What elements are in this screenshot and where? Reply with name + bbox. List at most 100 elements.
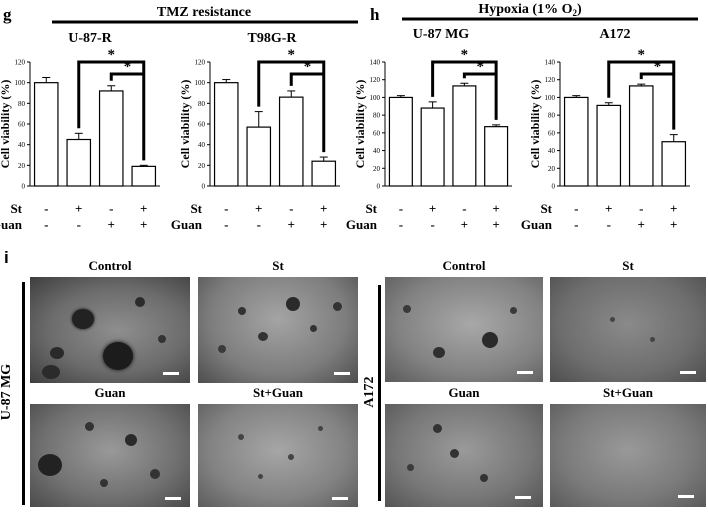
y-axis-label: Cell viability (%)	[178, 80, 192, 169]
y-tick-label: 60	[373, 129, 381, 137]
treatment-label-guan: Guan	[521, 217, 553, 232]
micrograph-title-u87-guan: Guan	[94, 385, 126, 400]
cell-colony	[238, 307, 246, 315]
significance-bracket-outer	[431, 60, 498, 120]
cell-colony	[333, 302, 342, 311]
micrograph-title-a172-guan: Guan	[448, 385, 480, 400]
y-tick-label: 140	[545, 59, 556, 67]
micrograph-title-u87-stguan: St+Guan	[252, 385, 304, 400]
y-tick-label: 60	[548, 129, 556, 137]
y-tick-label: 20	[18, 162, 26, 170]
treatment-label-guan: Guan	[346, 217, 378, 232]
y-tick-label: 40	[373, 147, 381, 155]
micrograph-title-u87-control: Control	[88, 258, 132, 273]
panel-letter-g: g	[3, 5, 12, 24]
y-tick-label: 80	[548, 112, 556, 120]
scale-bar	[678, 495, 694, 498]
treatment-label-st: St	[10, 201, 22, 216]
cellline-bracket-a172	[378, 285, 381, 501]
treatment-sign-guan: -	[44, 217, 48, 232]
y-axis-label: Cell viability (%)	[528, 80, 542, 169]
cell-colony	[150, 469, 160, 479]
cell-colony	[286, 297, 300, 311]
micrograph-a172-control	[385, 277, 543, 382]
significance-asterisk: *	[638, 47, 646, 63]
bar	[388, 96, 413, 187]
bar	[33, 82, 59, 187]
treatment-sign-st: -	[639, 201, 643, 216]
y-axis-label: Cell viability (%)	[353, 80, 367, 169]
cell-colony	[38, 454, 62, 476]
micrograph-title-u87-st: St	[272, 258, 284, 273]
significance-asterisk: *	[304, 59, 312, 75]
micrograph-a172-guan	[385, 404, 543, 507]
y-tick-label: 0	[202, 183, 206, 191]
significance-bracket-outer	[77, 60, 146, 161]
scale-bar	[165, 497, 181, 500]
cellline-label-a172: A172	[362, 376, 377, 408]
y-tick-label: 20	[373, 165, 381, 173]
cell-colony	[433, 424, 442, 433]
y-tick-label: 20	[198, 162, 206, 170]
bar	[98, 90, 124, 187]
significance-asterisk: *	[477, 59, 485, 75]
chart-title: T98G-R	[248, 31, 298, 46]
cell-colony	[158, 335, 166, 343]
significance-bracket-inner	[639, 72, 674, 80]
treatment-sign-st: -	[44, 201, 48, 216]
chart-title: U-87 MG	[413, 27, 469, 42]
treatment-sign-st: +	[605, 201, 612, 216]
cell-colony	[650, 337, 655, 342]
y-tick-label: 20	[548, 165, 556, 173]
bar	[596, 104, 622, 187]
panel-letter-i: i	[4, 248, 9, 267]
cell-colony	[318, 426, 323, 431]
micrograph-a172-st	[550, 277, 706, 382]
y-tick-label: 100	[195, 79, 206, 87]
y-axis-label: Cell viability (%)	[0, 80, 12, 169]
y-tick-label: 80	[18, 100, 26, 108]
cellline-label-u87: U-87 MG	[0, 363, 14, 421]
treatment-sign-guan: +	[670, 217, 677, 232]
cell-colony	[450, 449, 459, 458]
treatment-sign-st: +	[320, 201, 327, 216]
treatment-sign-guan: +	[320, 217, 327, 232]
treatment-sign-st: -	[289, 201, 293, 216]
y-tick-label: 120	[545, 76, 556, 84]
bar	[563, 96, 589, 187]
significance-bracket-inner	[109, 72, 144, 81]
chart-title: U-87-R	[68, 31, 112, 46]
treatment-sign-guan: +	[638, 217, 645, 232]
cell-colony	[85, 422, 94, 431]
treatment-sign-st: -	[399, 201, 403, 216]
scale-bar	[680, 371, 696, 374]
bar	[661, 141, 687, 187]
treatment-label-guan: Guan	[0, 217, 23, 232]
cell-colony	[510, 307, 517, 314]
y-tick-label: 80	[198, 100, 206, 108]
cell-colony	[310, 325, 317, 332]
micrograph-u87-guan	[30, 404, 190, 507]
treatment-sign-st: +	[492, 201, 499, 216]
y-tick-label: 0	[552, 183, 556, 191]
treatment-label-st: St	[540, 201, 552, 216]
micrograph-title-a172-control: Control	[442, 258, 486, 273]
y-tick-label: 0	[22, 183, 26, 191]
significance-bracket-inner	[462, 72, 497, 79]
treatment-sign-guan: -	[430, 217, 434, 232]
chart-title: A172	[599, 27, 630, 42]
significance-asterisk: *	[288, 47, 296, 63]
scale-bar	[163, 372, 179, 375]
significance-asterisk: *	[654, 59, 662, 75]
treatment-label-st: St	[190, 201, 202, 216]
significance-asterisk: *	[108, 47, 116, 63]
cell-colony	[50, 347, 64, 359]
scale-bar	[517, 371, 533, 374]
cell-colony	[218, 345, 226, 353]
treatment-sign-st: -	[462, 201, 466, 216]
y-tick-label: 60	[198, 121, 206, 129]
cell-colony	[480, 474, 488, 482]
y-tick-label: 40	[18, 141, 26, 149]
scale-bar	[334, 372, 350, 375]
y-tick-label: 100	[545, 94, 556, 102]
